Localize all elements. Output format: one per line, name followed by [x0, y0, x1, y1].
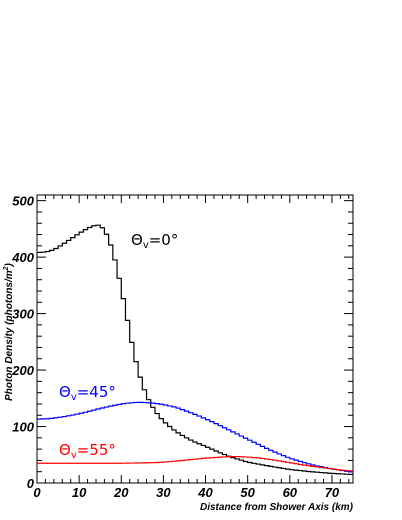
series-line-0	[37, 224, 353, 476]
series-label-0: Θv=0°	[131, 231, 178, 251]
x-tick-label: 0	[33, 485, 41, 500]
x-tick-label: 50	[240, 485, 255, 500]
series-label-45: Θv=45°	[59, 383, 116, 403]
x-tick-label: 30	[156, 485, 171, 500]
x-tick-label: 60	[283, 485, 298, 500]
series-line-2	[37, 455, 353, 472]
axis-ticks	[36, 195, 353, 484]
x-tick-label: 10	[72, 485, 87, 500]
x-tick-label: 20	[113, 485, 129, 500]
y-tick-label: 300	[12, 307, 34, 322]
series-lines	[37, 224, 353, 476]
x-tick-label: 40	[197, 485, 213, 500]
y-tick-label: 0	[27, 476, 35, 491]
y-tick-label: 100	[12, 420, 34, 435]
tick-labels: 0 10 20 30 40 50 60 70 0 100 200 300 400 500	[11, 194, 340, 500]
y-tick-label: 400	[11, 250, 34, 265]
plot-frame	[36, 194, 354, 484]
y-axis-label: Photon Density (photons/m2)	[3, 262, 15, 400]
series-label-55: Θv=55°	[59, 441, 116, 461]
series-line-1	[37, 401, 353, 473]
x-axis-label: Distance from Shower Axis (km)	[200, 502, 354, 513]
y-tick-label: 500	[12, 194, 34, 209]
x-tick-label: 70	[325, 485, 340, 500]
y-tick-label: 200	[11, 363, 34, 378]
